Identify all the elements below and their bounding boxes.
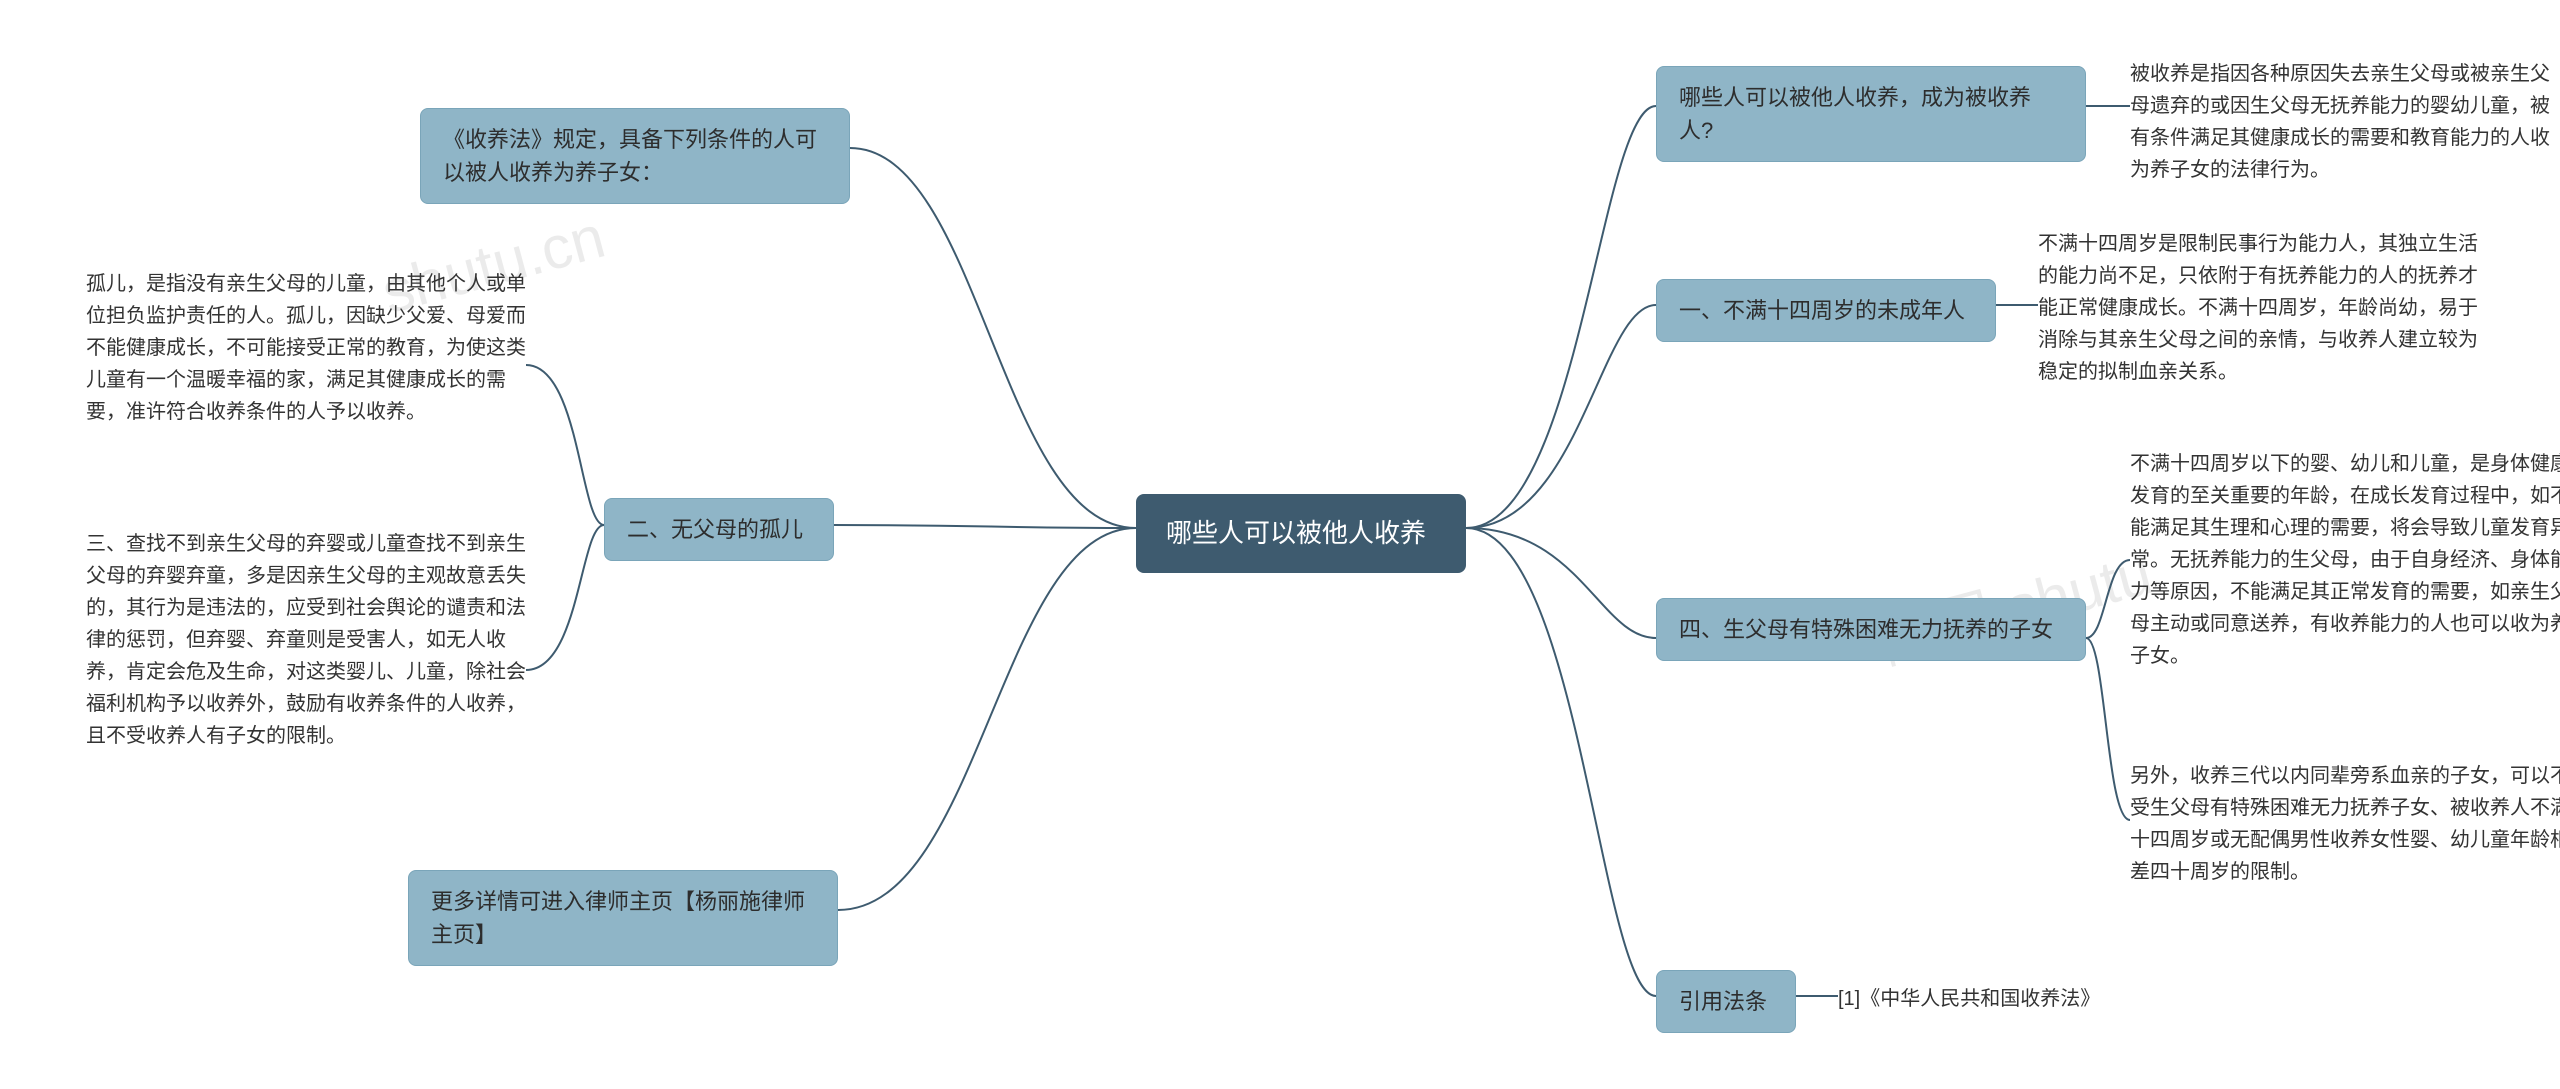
leaf-text: 被收养是指因各种原因失去亲生父母或被亲生父母遗弃的或因生父母无抚养能力的婴幼儿童…	[2130, 58, 2550, 186]
leaf-text: [1]《中华人民共和国收养法》	[1838, 983, 2158, 1015]
branch-r3: 四、生父母有特殊困难无力抚养的子女	[1656, 598, 2086, 661]
center-node: 哪些人可以被他人收养	[1136, 494, 1466, 573]
branch-label: 二、无父母的孤儿	[627, 513, 803, 546]
branch-l1: 《收养法》规定，具备下列条件的人可以被人收养为养子女：	[420, 108, 850, 204]
branch-label: 引用法条	[1679, 985, 1767, 1018]
branch-label: 哪些人可以被他人收养，成为被收养人?	[1679, 81, 2063, 147]
leaf-text: 孤儿，是指没有亲生父母的儿童，由其他个人或单位担负监护责任的人。孤儿，因缺少父爱…	[86, 268, 526, 428]
center-label: 哪些人可以被他人收养	[1166, 514, 1426, 553]
branch-r4: 引用法条	[1656, 970, 1796, 1033]
leaf-text: 不满十四周岁以下的婴、幼儿和儿童，是身体健康发育的至关重要的年龄，在成长发育过程…	[2130, 448, 2560, 672]
branch-r1: 哪些人可以被他人收养，成为被收养人?	[1656, 66, 2086, 162]
branch-label: 一、不满十四周岁的未成年人	[1679, 294, 1965, 327]
leaf-text: 不满十四周岁是限制民事行为能力人，其独立生活的能力尚不足，只依附于有抚养能力的人…	[2038, 228, 2478, 388]
leaf-text: 另外，收养三代以内同辈旁系血亲的子女，可以不受生父母有特殊困难无力抚养子女、被收…	[2130, 760, 2560, 888]
branch-l2: 二、无父母的孤儿	[604, 498, 834, 561]
leaf-text: 三、查找不到亲生父母的弃婴或儿童查找不到亲生父母的弃婴弃童，多是因亲生父母的主观…	[86, 528, 526, 752]
branch-label: 更多详情可进入律师主页【杨丽施律师主页】	[431, 885, 815, 951]
branch-l3: 更多详情可进入律师主页【杨丽施律师主页】	[408, 870, 838, 966]
branch-label: 《收养法》规定，具备下列条件的人可以被人收养为养子女：	[443, 123, 827, 189]
branch-r2: 一、不满十四周岁的未成年人	[1656, 279, 1996, 342]
branch-label: 四、生父母有特殊困难无力抚养的子女	[1679, 613, 2053, 646]
